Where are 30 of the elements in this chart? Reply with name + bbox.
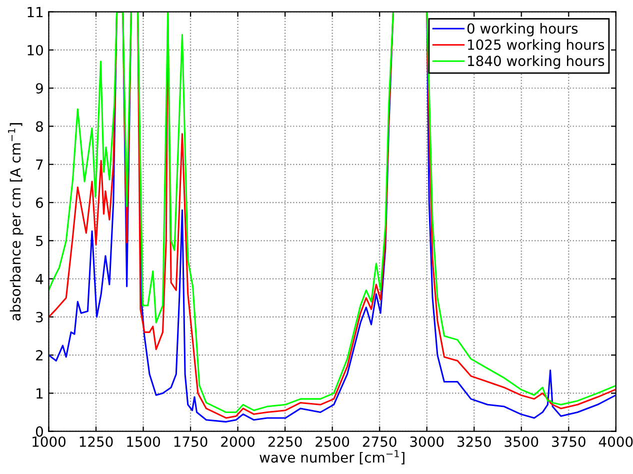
legend-label: 1025 working hours <box>468 39 604 53</box>
x-tick-label: 3000 <box>410 436 444 447</box>
y-tick-label: 9 <box>36 83 43 94</box>
x-tick-label: 4000 <box>598 436 633 447</box>
y-tick-label: 1 <box>36 388 43 398</box>
y-tick-label: 6 <box>36 197 44 208</box>
y-tick-label: 10 <box>28 44 43 56</box>
y-tick-label: 2 <box>36 350 42 360</box>
y-tick-label: 7 <box>36 160 43 170</box>
x-tick-label: 2250 <box>268 436 302 447</box>
x-tick-label: 1000 <box>32 436 66 447</box>
x-tick-label: 2000 <box>221 436 255 447</box>
x-tick-label: 3250 <box>458 436 491 447</box>
x-tick-label: 1500 <box>127 436 160 447</box>
y-tick-label: 8 <box>36 121 43 132</box>
x-axis-title: wave number [cm$^{−1}$] <box>260 450 404 464</box>
y-tick-label: 11 <box>28 7 43 18</box>
x-tick-label: 1250 <box>80 436 113 447</box>
x-tick-label: 3500 <box>504 436 538 447</box>
x-tick-label: 2500 <box>316 436 350 447</box>
y-tick-label: 3 <box>36 312 43 322</box>
legend-label: 1840 working hours <box>468 55 604 69</box>
y-axis-title: absorbance per cm [A cm$^{−1}$] <box>8 123 24 320</box>
x-tick-label: 2750 <box>362 436 396 447</box>
x-tick-label: 1750 <box>174 436 208 447</box>
y-tick-label: 5 <box>36 236 43 246</box>
y-tick-label: 4 <box>36 274 44 284</box>
y-tick-label: 0 <box>36 426 43 437</box>
x-tick-label: 3750 <box>552 436 586 447</box>
legend-label: 0 working hours <box>467 22 578 36</box>
